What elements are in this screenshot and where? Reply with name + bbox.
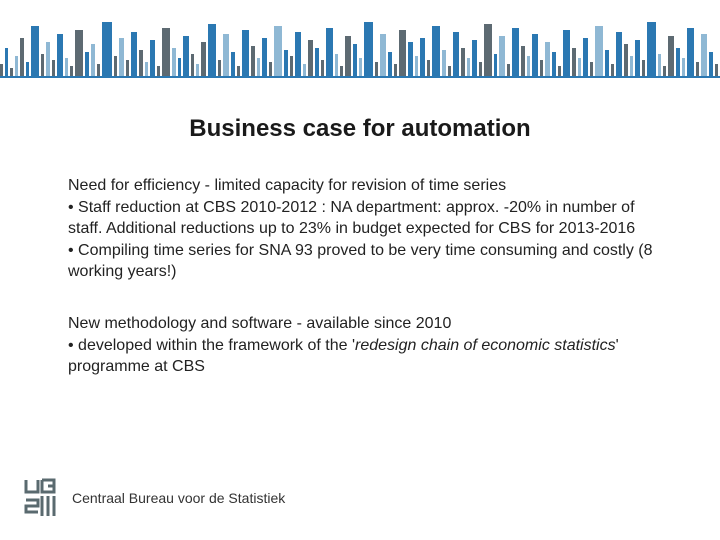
footer-text: Centraal Bureau voor de Statistiek: [72, 490, 285, 506]
header-bar-pattern: [0, 0, 720, 78]
section1-heading: Need for efficiency - limited capacity f…: [68, 175, 658, 197]
cbs-logo-icon: [20, 478, 60, 518]
section2-bullet1: • developed within the framework of the …: [68, 335, 658, 378]
footer: Centraal Bureau voor de Statistiek: [20, 478, 285, 518]
section2-heading: New methodology and software - available…: [68, 313, 658, 335]
header-underline: [0, 76, 720, 78]
slide-body: Need for efficiency - limited capacity f…: [68, 175, 658, 378]
slide-title: Business case for automation: [0, 115, 720, 143]
section2-bullet1-pre: • developed within the framework of the …: [68, 337, 355, 354]
section1-bullet1: • Staff reduction at CBS 2010-2012 : NA …: [68, 197, 658, 240]
section2-bullet1-italic: redesign chain of economic statistics: [355, 337, 616, 354]
section1-bullet2: • Compiling time series for SNA 93 prove…: [68, 240, 658, 283]
